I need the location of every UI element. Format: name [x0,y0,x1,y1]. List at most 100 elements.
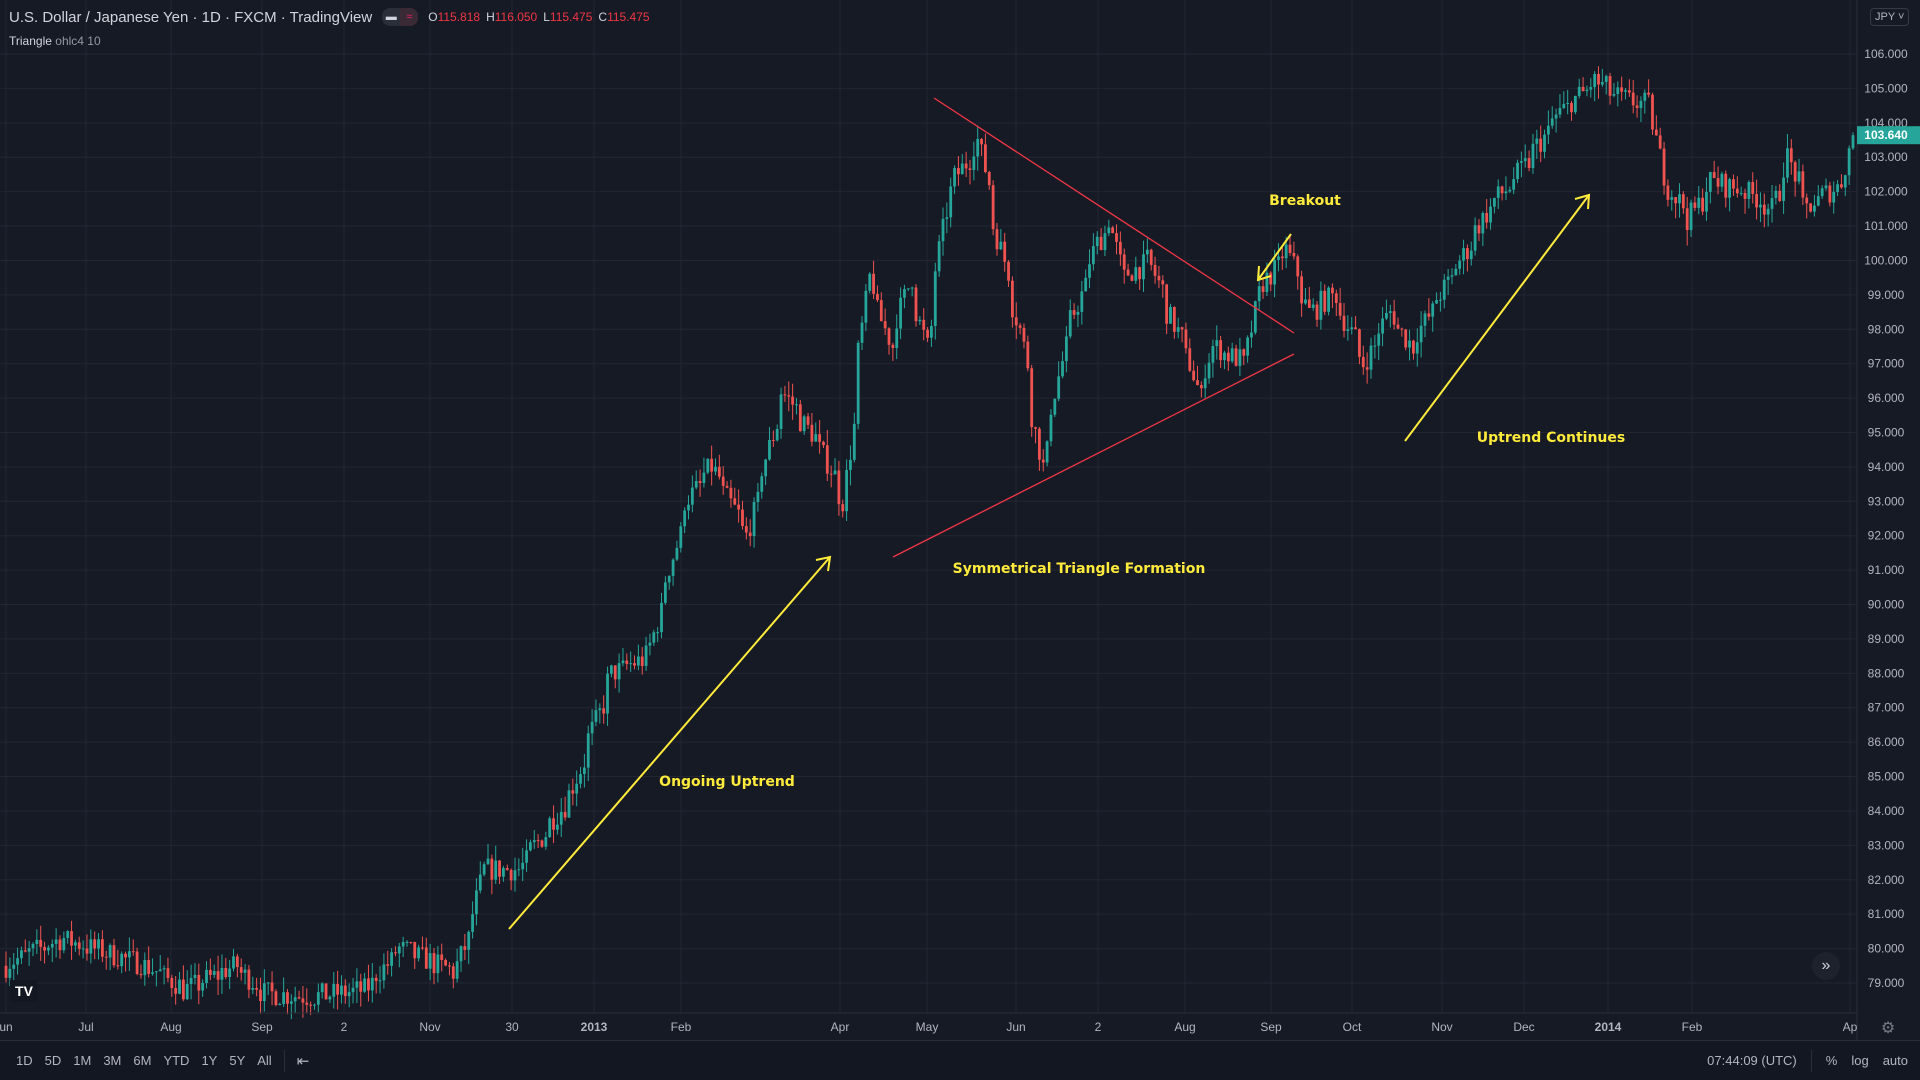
ohlc-values: O115.818 H116.050 L115.475 C115.475 [428,10,650,24]
candle [81,940,85,959]
triangle-lower-line[interactable] [892,353,1295,558]
candle [579,766,582,789]
candle [1061,351,1064,379]
candle [1145,238,1149,263]
candle [77,936,81,956]
range-5y[interactable]: 5Y [229,1053,246,1068]
candle [910,286,914,297]
candle [351,977,355,1004]
candle [899,287,902,340]
candle [1485,198,1489,229]
date-range-icon[interactable]: ⇤ [296,1052,310,1070]
time-tick-label: un [0,1020,13,1034]
time-tick-label: 2 [1095,1020,1102,1034]
indicator-name: Triangle [9,34,52,48]
candle [1635,95,1639,118]
indicator-legend[interactable]: Triangle ohlc4 10 [9,34,101,48]
candle [663,576,667,605]
percent-toggle[interactable]: % [1825,1053,1838,1068]
candle [687,495,690,520]
range-1d[interactable]: 1D [16,1053,33,1068]
breakout-arrow-line[interactable] [1257,233,1292,281]
candle [1516,159,1519,184]
candle [343,979,347,1004]
candle [652,629,656,646]
log-toggle[interactable]: log [1851,1053,1869,1068]
candle [625,653,629,670]
candle [490,854,494,895]
chart-header: U.S. Dollar / Japanese Yen · 1D · FXCM ·… [9,8,650,26]
candle [58,935,62,959]
range-3m[interactable]: 3M [103,1053,122,1068]
candle [70,920,73,960]
candle [1647,79,1651,98]
candle [320,982,324,999]
range-all[interactable]: All [257,1053,272,1068]
candle [960,154,964,175]
auto-toggle[interactable]: auto [1882,1053,1908,1068]
candle [922,308,926,341]
candle [845,459,848,521]
clock[interactable]: 07:44:09 (UTC) [1707,1053,1797,1068]
candle [744,517,748,540]
candle [154,971,158,987]
uptrend-arrow-line[interactable] [508,556,831,930]
candle [424,937,428,969]
range-6m[interactable]: 6M [133,1053,152,1068]
candle [1026,335,1030,372]
symbol-title[interactable]: U.S. Dollar / Japanese Yen · 1D · FXCM ·… [9,8,373,26]
candle [582,753,586,788]
range-1m[interactable]: 1M [73,1053,92,1068]
candle [378,966,382,994]
time-tick-label: 2 [341,1020,348,1034]
candle [984,133,987,174]
currency-button[interactable]: JPY ˅ [1870,8,1910,26]
tradingview-logo[interactable]: TV [10,980,38,1002]
price-tick-label: 88.000 [1868,666,1905,680]
time-axis[interactable]: un Jul Aug Sep 2 Nov 30 2013 Feb Apr May Jun 2 Aug Sep… [0,1020,1858,1034]
continues-arrow-line[interactable] [1404,194,1590,442]
range-1y[interactable]: 1Y [201,1053,218,1068]
triangle-upper-line[interactable] [933,97,1295,334]
candle [459,945,463,972]
candle [62,931,66,954]
candle [1658,127,1662,150]
time-tick-label: Feb [671,1020,692,1034]
candle [1492,197,1496,214]
scroll-to-realtime-button[interactable]: » [1812,952,1840,980]
candle [1608,72,1612,105]
range-ytd[interactable]: YTD [163,1053,190,1068]
candle [1346,315,1350,341]
candle [247,964,251,999]
breakout-arrow-head [1256,265,1272,282]
candle [127,937,131,972]
wave-icon: ≈ [400,8,419,26]
candle [629,651,633,672]
visibility-toggle[interactable]: ▬ ≈ [382,8,419,26]
candle [232,948,235,972]
range-5d[interactable]: 5D [44,1053,62,1068]
candle [197,963,201,1005]
candle [417,944,420,962]
candle [1716,166,1720,195]
candle [552,805,555,844]
price-tick-label: 85.000 [1868,770,1905,784]
candle [1654,115,1658,136]
candle [89,929,93,964]
candle [798,399,802,432]
candle [328,995,332,1004]
price-tick-label: 100.000 [1864,253,1908,267]
candle [1261,278,1265,299]
candle [1643,89,1647,114]
candle [1088,249,1091,289]
time-tick-label: Jul [78,1020,93,1034]
candle [1662,141,1666,195]
candle [255,977,259,997]
candle [536,834,540,849]
candle [135,947,139,976]
price-axis[interactable]: 79.000 80.000 81.000 82.000 83.000 84.000 85.0… [1864,47,1908,990]
candle [636,644,640,671]
bottom-toolbar: 1D 5D 1M 3M 6M YTD 1Y 5Y All ⇤ 07:44:09 (UTC) % … [0,1040,1920,1080]
settings-gear-icon[interactable]: ⚙ [1881,1020,1895,1037]
